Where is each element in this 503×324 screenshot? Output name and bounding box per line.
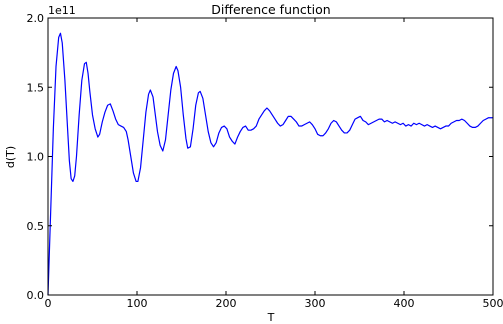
- x-tick-label: 300: [305, 297, 326, 310]
- series-line-0: [47, 32, 493, 296]
- chart-title: Difference function: [211, 2, 330, 17]
- y-tick-label: 1.5: [27, 81, 45, 94]
- plot-area: 0 100 200 300 400 500 0.0 0.5 1.0 1.5 2.0: [27, 12, 503, 310]
- y-scale-label: 1e11: [48, 4, 76, 17]
- plot-frame: [47, 17, 494, 296]
- y-axis-label: d(T): [4, 146, 17, 168]
- x-tick-label: 100: [127, 297, 148, 310]
- y-tick-label: 0.0: [27, 289, 45, 302]
- y-tick-label: 1.0: [27, 151, 45, 164]
- x-tick-label: 400: [394, 297, 415, 310]
- x-axis-label: T: [267, 311, 275, 324]
- y-tick-label: 0.5: [27, 220, 45, 233]
- y-tick-label: 2.0: [27, 12, 45, 25]
- x-tick-label: 500: [483, 297, 503, 310]
- x-tick-label: 0: [45, 297, 52, 310]
- x-tick-label: 200: [216, 297, 237, 310]
